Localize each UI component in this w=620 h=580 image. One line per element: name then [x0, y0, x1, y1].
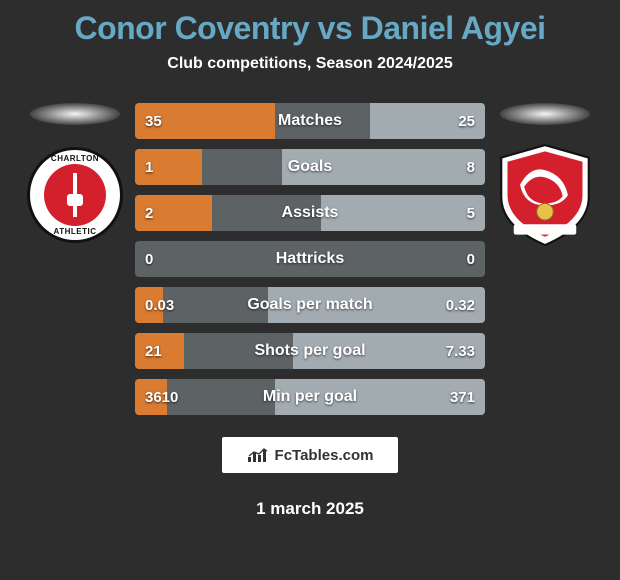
stat-bar-player2: [370, 103, 486, 139]
stat-bar-player2: [321, 195, 486, 231]
stat-bar-player1: [135, 287, 163, 323]
stat-bar-player2: [275, 379, 485, 415]
page-title: Conor Coventry vs Daniel Agyei: [0, 10, 620, 47]
brand-text: FcTables.com: [275, 447, 374, 464]
brand-badge: FcTables.com: [222, 437, 398, 473]
stats-column: 3525Matches 18Goals 25Assists 0 0Hattricks 0.…: [135, 103, 485, 415]
main-area: CHARLTON ATHLETIC 3525Matches 18Goals 25As…: [0, 103, 620, 415]
player2-club-crest: [495, 145, 595, 245]
stat-bar-player1: [135, 333, 184, 369]
spotlight-left: [30, 103, 120, 125]
stat-row: 3610371Min per goal: [135, 379, 485, 415]
player2-column: [495, 103, 595, 245]
chart-icon: [247, 447, 269, 463]
comparison-date: 1 march 2025: [0, 499, 620, 519]
stat-bar-player2: [293, 333, 486, 369]
page-subtitle: Club competitions, Season 2024/2025: [0, 55, 620, 73]
stat-row: 0 0Hattricks: [135, 241, 485, 277]
stat-bar-player2: [268, 287, 485, 323]
stat-value-player1: 0: [145, 251, 153, 268]
stat-bar-player1: [135, 103, 275, 139]
stat-row: 25Assists: [135, 195, 485, 231]
stat-row: 18Goals: [135, 149, 485, 185]
crest1-bottom-text: ATHLETIC: [30, 150, 120, 240]
spotlight-right: [500, 103, 590, 125]
stat-value-player2: 0: [467, 251, 475, 268]
stat-bar-player1: [135, 195, 212, 231]
player1-column: CHARLTON ATHLETIC: [25, 103, 125, 245]
comparison-card: Conor Coventry vs Daniel Agyei Club comp…: [0, 0, 620, 580]
stat-bar-player1: [135, 149, 202, 185]
stat-bar-player2: [282, 149, 485, 185]
player1-club-crest: CHARLTON ATHLETIC: [25, 145, 125, 245]
stat-row: 3525Matches: [135, 103, 485, 139]
stat-row: 0.030.32Goals per match: [135, 287, 485, 323]
stat-label: Hattricks: [135, 250, 485, 268]
shield-icon: [495, 143, 595, 247]
stat-bar-player1: [135, 379, 167, 415]
stat-row: 217.33Shots per goal: [135, 333, 485, 369]
